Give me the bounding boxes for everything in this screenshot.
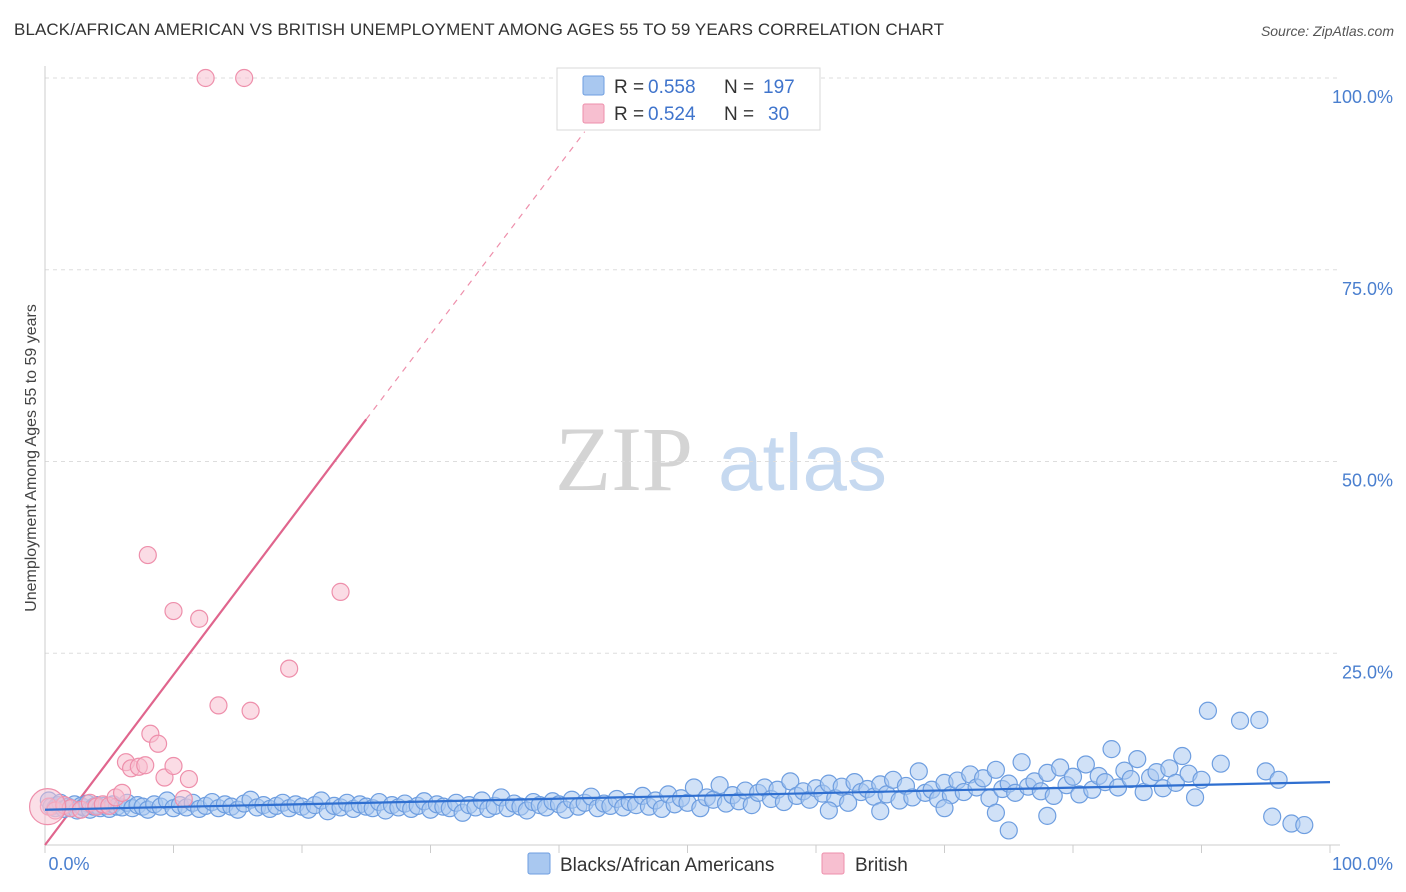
x-tick-label: 100.0%: [1332, 854, 1393, 874]
blacks-data-point: [1230, 711, 1250, 730]
blacks-data-point: [986, 803, 1006, 822]
british-data-point: [190, 609, 209, 628]
legend-n-label-blacks: N =: [724, 77, 754, 98]
blacks-data-point: [935, 799, 954, 818]
blacks-data-point: [1250, 710, 1269, 730]
british-data-point: [112, 783, 132, 802]
source-label: Source: ZipAtlas.com: [1260, 23, 1394, 39]
blacks-data-point: [973, 769, 993, 788]
legend-r-label-blacks: R =: [614, 77, 644, 98]
y-tick-label: 50.0%: [1342, 471, 1393, 491]
blacks-data-point: [1038, 806, 1057, 825]
blacks-data-point: [839, 793, 858, 812]
axes: [44, 66, 1340, 853]
british-data-point: [331, 582, 350, 601]
chart-title: BLACK/AFRICAN AMERICAN VS BRITISH UNEMPL…: [14, 20, 945, 39]
y-axis-label: Unemployment Among Ages 55 to 59 years: [23, 304, 40, 612]
british-data-point: [179, 769, 199, 789]
legend-swatch-british: [582, 103, 605, 124]
blacks-data-point: [986, 760, 1006, 779]
blacks-data-point: [1012, 753, 1031, 772]
legend-swatch-blacks: [582, 75, 605, 96]
blacks-data-point: [871, 802, 890, 821]
blacks-data-point: [1198, 701, 1218, 720]
y-tick-label: 75.0%: [1342, 279, 1393, 299]
y-tick-label: 100.0%: [1332, 87, 1393, 107]
correlation-legend: R = 0.558 N = 197 R = 0.524 N = 30: [556, 67, 821, 131]
watermark-atlas: atlas: [718, 418, 887, 507]
legend-n-value-british: 30: [768, 104, 789, 125]
blacks-data-point: [1256, 762, 1275, 781]
british-points: [28, 68, 350, 826]
blacks-data-point: [1063, 767, 1083, 786]
blacks-data-point: [1121, 769, 1140, 789]
blacks-points: [39, 701, 1314, 840]
british-data-point: [28, 788, 67, 826]
british-data-point: [241, 701, 260, 720]
y-tick-label: 25.0%: [1342, 662, 1393, 682]
british-data-point: [196, 68, 215, 88]
blacks-data-point: [909, 762, 928, 781]
legend-r-value-british: 0.524: [648, 104, 696, 125]
blacks-data-point: [1166, 773, 1185, 792]
y-tick-labels: 25.0% 50.0% 75.0% 100.0%: [1332, 87, 1393, 682]
blacks-data-point: [1263, 807, 1282, 826]
blacks-data-point: [1185, 788, 1205, 807]
british-data-point: [148, 734, 168, 753]
british-data-point: [174, 789, 193, 809]
legend-n-value-blacks: 197: [763, 77, 795, 98]
blacks-data-point: [1211, 754, 1230, 773]
series-legend: Blacks/African Americans British: [527, 852, 908, 876]
legend-n-label-british: N =: [724, 104, 754, 125]
bottom-legend-label-british: British: [855, 855, 908, 876]
blacks-data-point: [710, 776, 729, 795]
blacks-data-point: [1128, 749, 1147, 769]
bottom-legend-label-blacks: Blacks/African Americans: [560, 855, 774, 876]
bottom-legend-swatch-blacks: [527, 852, 551, 875]
blacks-data-point: [999, 821, 1018, 840]
british-data-point: [209, 696, 228, 715]
british-data-point: [280, 659, 299, 678]
british-trend-extension: [365, 131, 586, 420]
blacks-data-point: [819, 801, 838, 820]
blacks-data-point: [1076, 755, 1095, 774]
grid-lines: [45, 77, 1340, 654]
legend-r-value-blacks: 0.558: [648, 77, 696, 98]
british-data-point: [235, 68, 254, 88]
bottom-legend-swatch-british: [821, 852, 845, 875]
blacks-data-point: [1295, 815, 1314, 835]
british-data-point: [164, 756, 183, 776]
blacks-data-point: [1173, 746, 1192, 766]
blacks-trend-line: [44, 781, 1331, 811]
blacks-trend: [44, 781, 1331, 811]
british-data-point: [136, 756, 155, 775]
x-tick-labels: 0.0% 100.0%: [48, 854, 1393, 874]
british-data-point: [164, 601, 183, 621]
x-tick-label: 0.0%: [48, 854, 89, 874]
legend-r-label-british: R =: [614, 104, 644, 125]
british-data-point: [138, 545, 157, 565]
british-trend-line: [44, 418, 368, 846]
watermark-zip: ZIP: [555, 408, 693, 510]
blacks-data-point: [1269, 770, 1288, 789]
blacks-data-point: [1102, 740, 1121, 759]
british-trend: [44, 131, 586, 846]
blacks-data-point: [1051, 758, 1070, 777]
